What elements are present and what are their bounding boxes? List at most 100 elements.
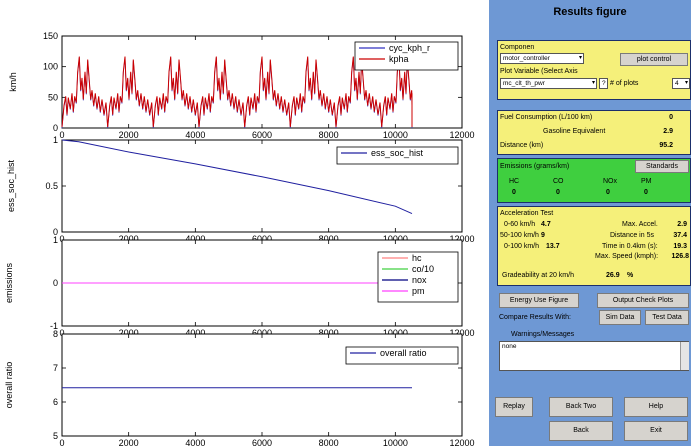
- panel-title: Results figure: [553, 6, 627, 18]
- emission-header-pm: PM: [641, 178, 652, 185]
- emission-value-pm: 0: [644, 189, 648, 196]
- accel-0-60-label: 0-60 km/h: [504, 221, 536, 228]
- xtick-label: 2000: [119, 438, 139, 446]
- chevron-down-icon: ▾: [684, 80, 688, 86]
- ytick-label: 7: [53, 363, 58, 373]
- max-accel-label: Max. Accel.: [622, 221, 658, 228]
- component-select[interactable]: motor_controller ▾: [500, 53, 584, 64]
- legend-box: [377, 251, 459, 303]
- help-question-button[interactable]: ?: [599, 78, 608, 89]
- xtick-label: 0: [59, 234, 64, 244]
- ylabel: ess_soc_hist: [6, 159, 16, 212]
- legend-label: kpha: [389, 54, 409, 64]
- xtick-label: 6000: [252, 234, 272, 244]
- ylabel: overall ratio: [4, 362, 14, 409]
- warnings-label: Warnings/Messages: [511, 331, 575, 338]
- accel-title: Acceleration Test: [500, 210, 554, 217]
- xtick-label: 4000: [185, 130, 205, 140]
- emission-value-hc: 0: [512, 189, 516, 196]
- help-button[interactable]: Help: [624, 397, 688, 417]
- xtick-label: 0: [59, 438, 64, 446]
- accel-0-100-label: 0-100 km/h: [504, 243, 540, 250]
- gradeability-value: 26.9: [606, 272, 620, 279]
- plot-variable-label: Plot Variable (Select Axis: [500, 68, 578, 75]
- exit-button[interactable]: Exit: [624, 421, 688, 441]
- xtick-label: 12000: [449, 130, 474, 140]
- fuel-label: Fuel Consumption (L/100 km): [500, 114, 593, 121]
- ytick-label: 0: [53, 278, 58, 288]
- xtick-label: 10000: [383, 438, 408, 446]
- ytick-label: 100: [43, 62, 58, 72]
- ytick-label: 50: [48, 92, 58, 102]
- xtick-label: 2000: [119, 234, 139, 244]
- legend-label: ess_soc_hist: [371, 148, 424, 158]
- emissions-label: Emissions (grams/km): [500, 163, 570, 170]
- xtick-label: 0: [59, 328, 64, 338]
- xtick-label: 10000: [383, 234, 408, 244]
- gas-eq-value: 2.9: [663, 128, 673, 135]
- chevron-down-icon: ▾: [578, 55, 582, 61]
- fuel-box: [497, 110, 691, 155]
- xtick-label: 10000: [383, 328, 408, 338]
- dist-5s-value: 37.4: [673, 232, 687, 239]
- accel-50-100-value: 9: [541, 232, 545, 239]
- warnings-scrollbar[interactable]: [680, 342, 689, 370]
- energy-use-button[interactable]: Energy Use Figure: [499, 293, 579, 308]
- test-data-button[interactable]: Test Data: [645, 310, 689, 325]
- legend-box: [345, 346, 459, 365]
- compare-label: Compare Results With:: [499, 314, 571, 321]
- back-button[interactable]: Back: [549, 421, 613, 441]
- num-plots-select[interactable]: 4 ▾: [672, 78, 690, 89]
- xtick-label: 2000: [119, 130, 139, 140]
- xtick-label: 12000: [449, 234, 474, 244]
- back-two-button[interactable]: Back Two: [549, 397, 613, 417]
- plot-control-button[interactable]: plot control: [620, 53, 688, 66]
- legend-label: hc: [412, 253, 422, 263]
- legend-box: [336, 146, 459, 165]
- ylabel: emissions: [4, 262, 14, 303]
- accel-0-60-value: 4.7: [541, 221, 551, 228]
- accel-0-100-value: 13.7: [546, 243, 560, 250]
- xtick-label: 8000: [319, 130, 339, 140]
- standards-button[interactable]: Standards: [635, 160, 689, 173]
- distance-value: 95.2: [659, 142, 673, 149]
- ytick-label: 150: [43, 31, 58, 41]
- acceleration-box: [497, 206, 691, 286]
- xtick-label: 0: [59, 130, 64, 140]
- xtick-label: 12000: [449, 328, 474, 338]
- num-plots-label: # of plots: [610, 80, 639, 87]
- time-04-value: 19.3: [673, 243, 687, 250]
- legend-label: nox: [412, 275, 427, 285]
- ytick-label: 0.5: [45, 181, 58, 191]
- warnings-text: none: [502, 343, 517, 350]
- emission-header-nox: NOx: [603, 178, 617, 185]
- legend-label: pm: [412, 286, 425, 296]
- xtick-label: 6000: [252, 130, 272, 140]
- ytick-label: -1: [50, 321, 58, 331]
- warnings-box[interactable]: none: [499, 341, 689, 371]
- ylabel: km/h: [8, 72, 18, 92]
- max-speed-label: Max. Speed (kmph):: [595, 253, 659, 260]
- results-panel: Results figure Componen motor_controller…: [489, 0, 691, 446]
- xtick-label: 12000: [449, 438, 474, 446]
- ytick-label: 5: [53, 431, 58, 441]
- xtick-label: 4000: [185, 438, 205, 446]
- time-04-label: Time in 0.4km (s):: [602, 243, 658, 250]
- ytick-label: 0: [53, 227, 58, 237]
- legend-label: overall ratio: [380, 348, 427, 358]
- plot-variable-select[interactable]: mc_clt_th_pwr ▾: [500, 78, 597, 89]
- legend-box: [354, 41, 459, 71]
- fuel-value: 0: [669, 114, 673, 121]
- num-plots-value: 4: [675, 80, 679, 87]
- max-accel-value: 2.9: [677, 221, 687, 228]
- component-label: Componen: [500, 44, 535, 51]
- distance-label: Distance (km): [500, 142, 544, 149]
- xtick-label: 6000: [252, 438, 272, 446]
- emission-header-co: CO: [553, 178, 564, 185]
- emission-value-co: 0: [556, 189, 560, 196]
- xtick-label: 8000: [319, 234, 339, 244]
- replay-button[interactable]: Replay: [495, 397, 533, 417]
- output-check-button[interactable]: Output Check Plots: [597, 293, 689, 308]
- sim-data-button[interactable]: Sim Data: [599, 310, 641, 325]
- series-kpha: [61, 56, 413, 128]
